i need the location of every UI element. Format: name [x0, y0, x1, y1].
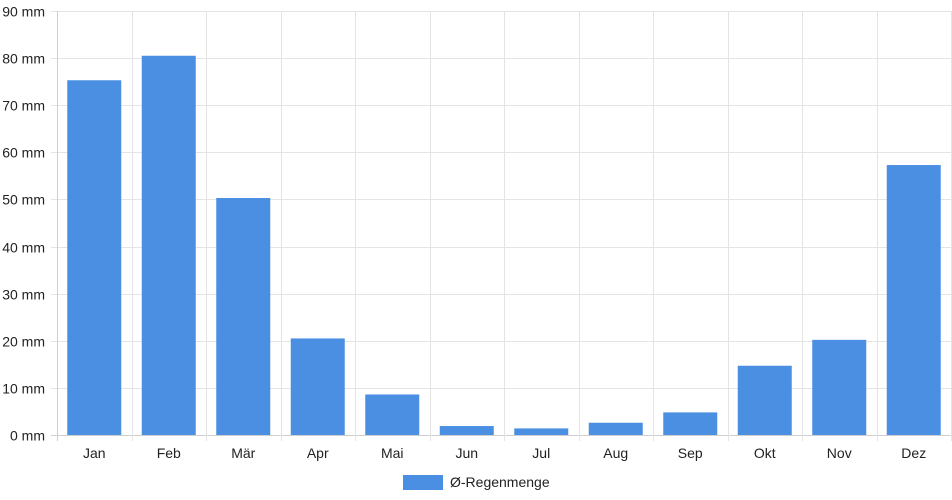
bar-mär[interactable] — [216, 198, 271, 435]
y-tick-label: 80 mm — [2, 51, 45, 67]
bar-okt[interactable] — [737, 365, 792, 435]
bar-jul[interactable] — [514, 428, 569, 435]
x-tick-label: Dez — [901, 445, 926, 461]
x-tick-label: Jan — [83, 445, 106, 461]
y-tick-label: 90 mm — [2, 4, 45, 20]
y-tick-label: 20 mm — [2, 334, 45, 350]
bar-aug[interactable] — [588, 422, 643, 435]
x-tick-label: Sep — [678, 445, 703, 461]
legend-label[interactable]: Ø-Regenmenge — [450, 474, 550, 490]
x-tick-label: Jul — [532, 445, 550, 461]
bar-mai[interactable] — [365, 394, 420, 435]
y-tick-label: 30 mm — [2, 287, 45, 303]
x-tick-label: Feb — [157, 445, 181, 461]
x-tick-label: Aug — [603, 445, 628, 461]
y-tick-label: 40 mm — [2, 240, 45, 256]
bar-sep[interactable] — [663, 412, 718, 435]
y-tick-label: 10 mm — [2, 381, 45, 397]
legend-swatch[interactable] — [403, 475, 443, 490]
x-tick-label: Nov — [827, 445, 852, 461]
bar-dez[interactable] — [886, 165, 941, 436]
bar-nov[interactable] — [812, 339, 867, 435]
bar-apr[interactable] — [290, 338, 345, 435]
x-tick-label: Okt — [754, 445, 776, 461]
x-axis-ticks: Jan Feb Mär Apr Mai Jun Jul Aug Sep Okt Nov Dez — [83, 445, 926, 461]
y-tick-label: 0 mm — [10, 428, 45, 444]
bar-feb[interactable] — [141, 55, 196, 435]
x-tick-label: Jun — [455, 445, 478, 461]
x-tick-label: Mär — [231, 445, 255, 461]
bar-jan[interactable] — [67, 80, 122, 435]
x-tick-label: Apr — [307, 445, 329, 461]
bar-jun[interactable] — [439, 426, 494, 435]
y-tick-label: 60 mm — [2, 145, 45, 161]
y-tick-label: 50 mm — [2, 192, 45, 208]
x-tick-label: Mai — [381, 445, 404, 461]
y-axis-ticks: 0 mm 10 mm 20 mm 30 mm 40 mm 50 mm 60 mm 70 mm 8… — [2, 4, 45, 444]
y-tick-label: 70 mm — [2, 98, 45, 114]
legend[interactable]: Ø-Regenmenge — [403, 474, 550, 490]
bars — [67, 55, 941, 436]
